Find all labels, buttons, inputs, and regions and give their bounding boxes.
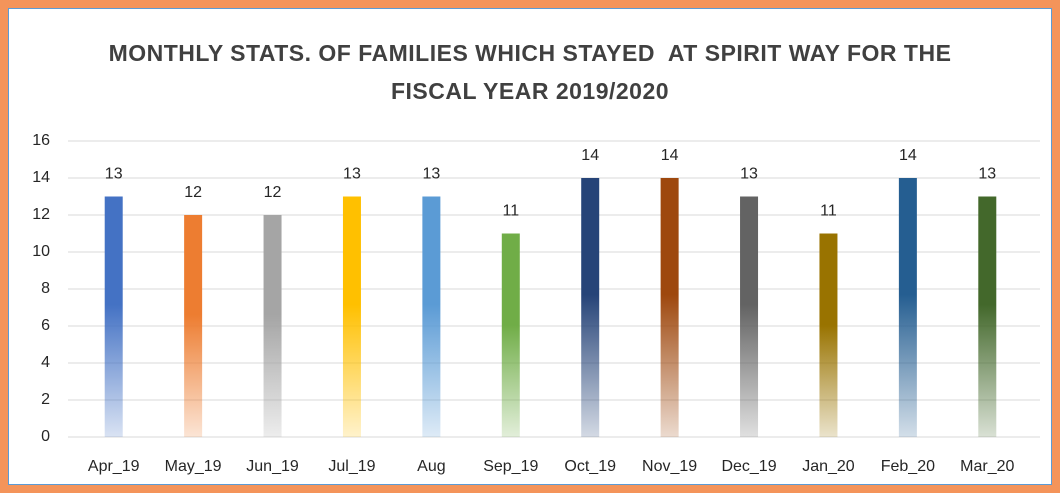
x-tick-label: May_19 bbox=[165, 458, 222, 475]
x-tick-label: Jun_19 bbox=[246, 458, 299, 475]
y-tick-label: 8 bbox=[41, 280, 50, 297]
bar bbox=[342, 196, 361, 437]
x-tick-label: Mar_20 bbox=[960, 458, 1014, 475]
y-tick-label: 0 bbox=[41, 428, 50, 445]
data-label: 13 bbox=[740, 166, 758, 183]
x-tick-label: Jan_20 bbox=[802, 458, 855, 475]
y-tick-label: 16 bbox=[32, 132, 50, 149]
x-tick-label: Sep_19 bbox=[483, 458, 538, 475]
x-tick-label: Oct_19 bbox=[564, 458, 616, 475]
data-label: 12 bbox=[184, 184, 202, 201]
data-label: 14 bbox=[581, 147, 599, 164]
data-label: 11 bbox=[820, 203, 837, 220]
x-tick-label: Apr_19 bbox=[88, 458, 140, 475]
x-tick-label: Feb_20 bbox=[881, 458, 935, 475]
bar bbox=[740, 196, 759, 437]
bar bbox=[819, 233, 838, 437]
data-label: 14 bbox=[661, 147, 679, 164]
data-label: 12 bbox=[264, 184, 282, 201]
y-tick-label: 6 bbox=[41, 317, 50, 334]
bar bbox=[104, 196, 123, 437]
x-tick-label: Dec_19 bbox=[721, 458, 776, 475]
data-label: 13 bbox=[422, 166, 440, 183]
x-tick-label: Jul_19 bbox=[328, 458, 375, 475]
y-tick-label: 2 bbox=[41, 391, 50, 408]
y-tick-label: 12 bbox=[32, 206, 50, 223]
bar bbox=[660, 178, 679, 437]
x-tick-label: Nov_19 bbox=[642, 458, 697, 475]
y-tick-label: 4 bbox=[41, 354, 50, 371]
data-label: 13 bbox=[343, 166, 361, 183]
bar bbox=[263, 215, 282, 437]
bar bbox=[422, 196, 441, 437]
data-label: 13 bbox=[978, 166, 996, 183]
data-label: 11 bbox=[502, 203, 519, 220]
x-tick-label: Aug bbox=[417, 458, 445, 475]
y-tick-label: 14 bbox=[32, 169, 50, 186]
bar bbox=[581, 178, 600, 437]
bar bbox=[898, 178, 917, 437]
bar bbox=[978, 196, 997, 437]
y-tick-label: 10 bbox=[32, 243, 50, 260]
data-label: 13 bbox=[105, 166, 123, 183]
bar bbox=[184, 215, 203, 437]
data-label: 14 bbox=[899, 147, 917, 164]
bar bbox=[501, 233, 520, 437]
chart-title: MONTHLY STATS. OF FAMILIES WHICH STAYED … bbox=[108, 40, 959, 104]
chart-frame bbox=[8, 8, 1052, 485]
